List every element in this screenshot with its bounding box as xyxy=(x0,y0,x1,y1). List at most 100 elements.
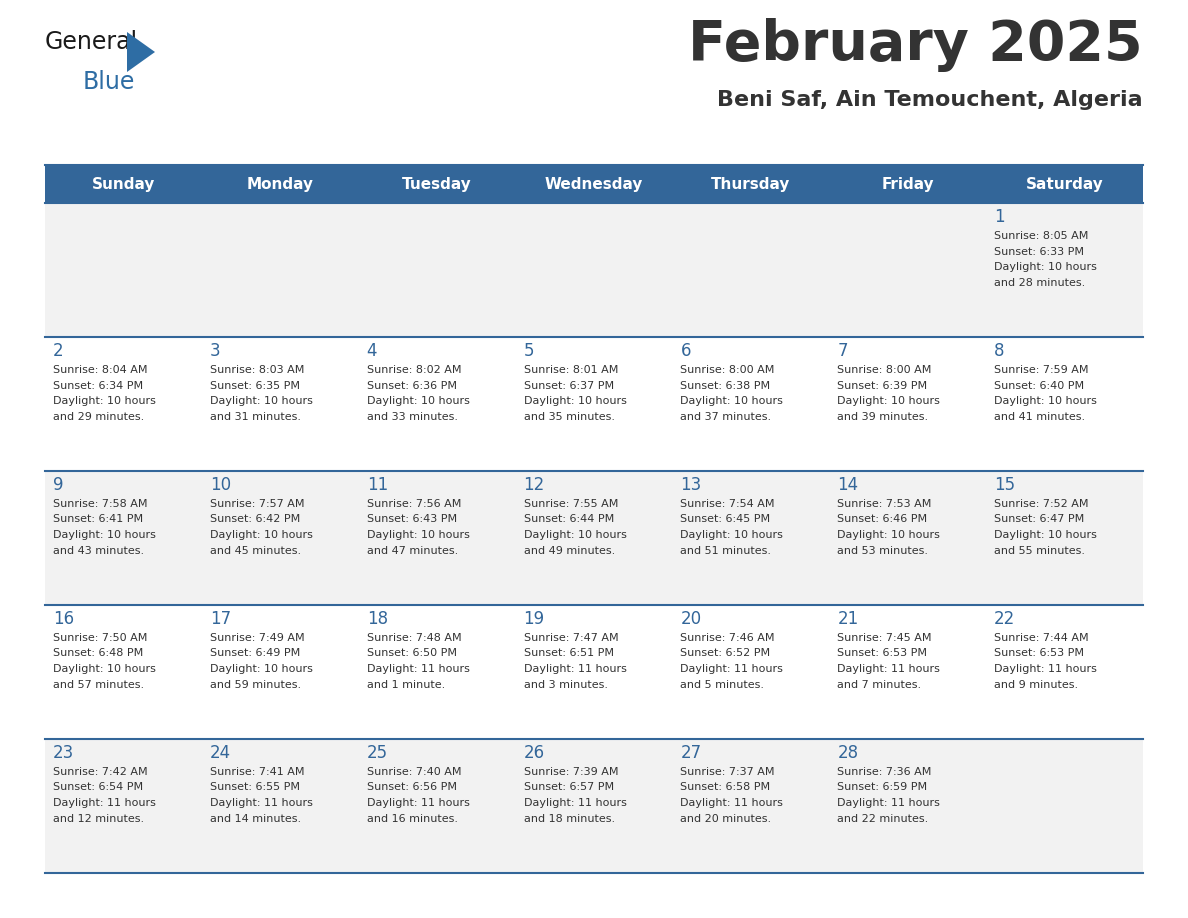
Bar xyxy=(45,337,1143,471)
Text: 17: 17 xyxy=(210,610,230,628)
Text: Saturday: Saturday xyxy=(1025,176,1104,192)
Text: Sunset: 6:48 PM: Sunset: 6:48 PM xyxy=(53,648,144,658)
Bar xyxy=(45,165,1143,203)
Text: Sunset: 6:49 PM: Sunset: 6:49 PM xyxy=(210,648,301,658)
Text: Sunrise: 7:54 AM: Sunrise: 7:54 AM xyxy=(681,499,775,509)
Text: and 47 minutes.: and 47 minutes. xyxy=(367,545,457,555)
Text: Sunrise: 7:56 AM: Sunrise: 7:56 AM xyxy=(367,499,461,509)
Text: Daylight: 10 hours: Daylight: 10 hours xyxy=(524,530,626,540)
Text: Sunrise: 8:04 AM: Sunrise: 8:04 AM xyxy=(53,365,147,375)
Text: Sunset: 6:33 PM: Sunset: 6:33 PM xyxy=(994,247,1085,256)
Text: Sunset: 6:43 PM: Sunset: 6:43 PM xyxy=(367,514,457,524)
Text: and 33 minutes.: and 33 minutes. xyxy=(367,411,457,421)
Text: Friday: Friday xyxy=(881,176,934,192)
Text: Monday: Monday xyxy=(247,176,314,192)
Text: 19: 19 xyxy=(524,610,544,628)
Text: and 49 minutes.: and 49 minutes. xyxy=(524,545,615,555)
Bar xyxy=(45,739,1143,873)
Text: Daylight: 11 hours: Daylight: 11 hours xyxy=(994,664,1097,674)
Text: Sunrise: 7:52 AM: Sunrise: 7:52 AM xyxy=(994,499,1088,509)
Text: Daylight: 10 hours: Daylight: 10 hours xyxy=(367,530,469,540)
Bar xyxy=(45,471,1143,605)
Text: Sunrise: 7:50 AM: Sunrise: 7:50 AM xyxy=(53,633,147,643)
Text: Sunset: 6:45 PM: Sunset: 6:45 PM xyxy=(681,514,771,524)
Text: Sunrise: 7:45 AM: Sunrise: 7:45 AM xyxy=(838,633,931,643)
Text: Sunset: 6:40 PM: Sunset: 6:40 PM xyxy=(994,380,1085,390)
Text: Sunrise: 7:46 AM: Sunrise: 7:46 AM xyxy=(681,633,775,643)
Text: and 45 minutes.: and 45 minutes. xyxy=(210,545,301,555)
Text: Sunset: 6:42 PM: Sunset: 6:42 PM xyxy=(210,514,301,524)
Text: Sunset: 6:56 PM: Sunset: 6:56 PM xyxy=(367,782,456,792)
Text: Daylight: 10 hours: Daylight: 10 hours xyxy=(681,530,783,540)
Text: Daylight: 10 hours: Daylight: 10 hours xyxy=(367,396,469,406)
Text: 13: 13 xyxy=(681,476,702,494)
Text: 6: 6 xyxy=(681,342,691,360)
Text: and 53 minutes.: and 53 minutes. xyxy=(838,545,928,555)
Text: Sunset: 6:44 PM: Sunset: 6:44 PM xyxy=(524,514,614,524)
Text: Sunrise: 8:02 AM: Sunrise: 8:02 AM xyxy=(367,365,461,375)
Text: and 20 minutes.: and 20 minutes. xyxy=(681,813,771,823)
Text: Blue: Blue xyxy=(83,70,135,94)
Text: Daylight: 10 hours: Daylight: 10 hours xyxy=(53,530,156,540)
Text: Daylight: 11 hours: Daylight: 11 hours xyxy=(367,798,469,808)
Text: and 29 minutes.: and 29 minutes. xyxy=(53,411,144,421)
Text: Sunrise: 7:44 AM: Sunrise: 7:44 AM xyxy=(994,633,1088,643)
Bar xyxy=(45,203,1143,337)
Text: Sunset: 6:57 PM: Sunset: 6:57 PM xyxy=(524,782,614,792)
Text: Sunrise: 7:58 AM: Sunrise: 7:58 AM xyxy=(53,499,147,509)
Text: Sunset: 6:51 PM: Sunset: 6:51 PM xyxy=(524,648,613,658)
Text: Sunday: Sunday xyxy=(91,176,156,192)
Text: 14: 14 xyxy=(838,476,859,494)
Text: Sunrise: 7:59 AM: Sunrise: 7:59 AM xyxy=(994,365,1088,375)
Text: Sunset: 6:47 PM: Sunset: 6:47 PM xyxy=(994,514,1085,524)
Text: Daylight: 10 hours: Daylight: 10 hours xyxy=(838,530,940,540)
Text: 11: 11 xyxy=(367,476,388,494)
Text: and 43 minutes.: and 43 minutes. xyxy=(53,545,144,555)
Text: Sunset: 6:41 PM: Sunset: 6:41 PM xyxy=(53,514,143,524)
Text: Sunrise: 7:36 AM: Sunrise: 7:36 AM xyxy=(838,767,931,777)
Text: Sunrise: 7:40 AM: Sunrise: 7:40 AM xyxy=(367,767,461,777)
Text: and 9 minutes.: and 9 minutes. xyxy=(994,679,1079,689)
Text: Daylight: 10 hours: Daylight: 10 hours xyxy=(53,664,156,674)
Text: Sunset: 6:53 PM: Sunset: 6:53 PM xyxy=(994,648,1085,658)
Text: and 18 minutes.: and 18 minutes. xyxy=(524,813,614,823)
Text: 16: 16 xyxy=(53,610,74,628)
Text: Daylight: 10 hours: Daylight: 10 hours xyxy=(994,396,1097,406)
Text: and 16 minutes.: and 16 minutes. xyxy=(367,813,457,823)
Text: Daylight: 10 hours: Daylight: 10 hours xyxy=(994,262,1097,272)
Text: 3: 3 xyxy=(210,342,221,360)
Text: Daylight: 10 hours: Daylight: 10 hours xyxy=(53,396,156,406)
Text: Sunrise: 7:39 AM: Sunrise: 7:39 AM xyxy=(524,767,618,777)
Text: Tuesday: Tuesday xyxy=(403,176,472,192)
Text: 23: 23 xyxy=(53,744,74,762)
Text: General: General xyxy=(45,30,138,54)
Text: and 28 minutes.: and 28 minutes. xyxy=(994,277,1086,287)
Bar xyxy=(45,605,1143,739)
Text: and 35 minutes.: and 35 minutes. xyxy=(524,411,614,421)
Text: and 31 minutes.: and 31 minutes. xyxy=(210,411,301,421)
Text: 10: 10 xyxy=(210,476,230,494)
Text: and 57 minutes.: and 57 minutes. xyxy=(53,679,144,689)
Text: Sunrise: 8:03 AM: Sunrise: 8:03 AM xyxy=(210,365,304,375)
Text: Daylight: 10 hours: Daylight: 10 hours xyxy=(524,396,626,406)
Text: 15: 15 xyxy=(994,476,1016,494)
Text: and 41 minutes.: and 41 minutes. xyxy=(994,411,1086,421)
Text: and 39 minutes.: and 39 minutes. xyxy=(838,411,928,421)
Text: 9: 9 xyxy=(53,476,63,494)
Text: Daylight: 10 hours: Daylight: 10 hours xyxy=(681,396,783,406)
Text: Sunset: 6:37 PM: Sunset: 6:37 PM xyxy=(524,380,614,390)
Text: Daylight: 11 hours: Daylight: 11 hours xyxy=(681,664,783,674)
Text: Daylight: 11 hours: Daylight: 11 hours xyxy=(53,798,156,808)
Text: Sunrise: 7:42 AM: Sunrise: 7:42 AM xyxy=(53,767,147,777)
Text: 4: 4 xyxy=(367,342,378,360)
Text: Sunrise: 7:41 AM: Sunrise: 7:41 AM xyxy=(210,767,304,777)
Text: Sunset: 6:52 PM: Sunset: 6:52 PM xyxy=(681,648,771,658)
Text: 2: 2 xyxy=(53,342,64,360)
Text: and 12 minutes.: and 12 minutes. xyxy=(53,813,144,823)
Text: 8: 8 xyxy=(994,342,1005,360)
Text: and 59 minutes.: and 59 minutes. xyxy=(210,679,301,689)
Text: Daylight: 11 hours: Daylight: 11 hours xyxy=(524,664,626,674)
Text: 18: 18 xyxy=(367,610,387,628)
Text: and 1 minute.: and 1 minute. xyxy=(367,679,446,689)
Text: Sunrise: 7:48 AM: Sunrise: 7:48 AM xyxy=(367,633,461,643)
